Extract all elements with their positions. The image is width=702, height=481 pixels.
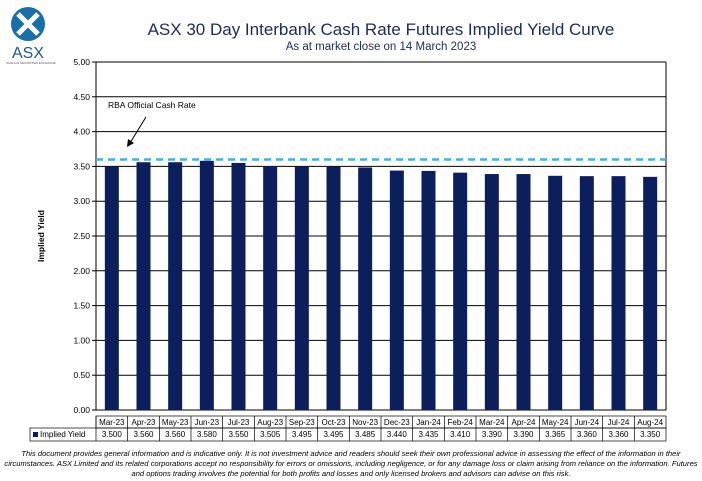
x-category-label: Apr-24 xyxy=(511,418,536,427)
data-label: 3.500 xyxy=(102,430,123,439)
x-category-label: Oct-23 xyxy=(321,418,346,427)
y-tick-label: 0.50 xyxy=(73,370,90,380)
data-label: 3.485 xyxy=(355,430,376,439)
data-label: 3.505 xyxy=(260,430,281,439)
bar xyxy=(453,172,468,410)
legend-swatch xyxy=(33,432,38,437)
bar xyxy=(136,162,151,410)
annotation-arrow xyxy=(129,116,147,144)
x-category-label: Jul-23 xyxy=(228,418,250,427)
data-label: 3.365 xyxy=(545,430,566,439)
chart-subtitle: As at market close on 14 March 2023 xyxy=(285,41,477,53)
data-label: 3.360 xyxy=(577,430,598,439)
arrow-head-icon xyxy=(127,139,134,147)
y-tick-label: 1.50 xyxy=(73,301,90,311)
data-label: 3.360 xyxy=(608,430,629,439)
table-value-row xyxy=(29,427,667,442)
data-label: 3.350 xyxy=(640,430,661,439)
x-category-label: Jun-24 xyxy=(575,418,600,427)
bar xyxy=(421,170,436,410)
y-tick-label: 3.50 xyxy=(73,161,90,171)
x-category-label: Jul-24 xyxy=(608,418,630,427)
bar xyxy=(484,174,499,410)
bar xyxy=(104,166,119,410)
x-category-label: Dec-23 xyxy=(384,418,410,427)
x-category-label: May-23 xyxy=(162,418,189,427)
x-category-label: Mar-23 xyxy=(99,418,125,427)
x-category-label: Apr-23 xyxy=(131,418,156,427)
asx-logo: ASX AUSTRALIAN SECURITIES EXCHANGE xyxy=(6,7,56,65)
legend-label: Implied Yield xyxy=(40,430,85,439)
y-tick-label: 0.00 xyxy=(73,405,90,415)
data-label: 3.560 xyxy=(133,430,154,439)
bar xyxy=(326,166,341,410)
bar xyxy=(294,166,309,410)
data-label: 3.580 xyxy=(197,430,218,439)
bar xyxy=(579,176,594,410)
chart: 0.00 0.50 1.00 1.50 2.00 2.50 3.00 3.50 4.00 4.50… xyxy=(29,57,667,442)
y-tick-label: 4.00 xyxy=(73,127,90,137)
bar xyxy=(611,176,626,410)
data-label: 3.435 xyxy=(418,430,439,439)
bar xyxy=(548,175,563,410)
x-category-label: Aug-24 xyxy=(637,418,663,427)
y-tick-label: 5.00 xyxy=(73,57,90,67)
y-tick-label: 4.50 xyxy=(73,92,90,102)
data-label: 3.440 xyxy=(387,430,408,439)
x-category-label: Aug-23 xyxy=(257,418,283,427)
svg-text:ASX: ASX xyxy=(12,45,44,62)
x-category-label: Jan-24 xyxy=(416,418,441,427)
y-tick-label: 2.50 xyxy=(73,231,90,241)
x-category-label: May-24 xyxy=(542,418,569,427)
y-tick-label: 3.00 xyxy=(73,196,90,206)
data-label: 3.390 xyxy=(513,430,534,439)
disclaimer: This document provides general informati… xyxy=(4,449,698,478)
bar xyxy=(389,170,404,410)
bar xyxy=(231,162,246,410)
x-category-label: Nov-23 xyxy=(352,418,378,427)
data-label: 3.495 xyxy=(323,430,344,439)
y-axis-label: Implied Yield xyxy=(36,210,46,262)
x-category-label: Sep-23 xyxy=(289,418,315,427)
bar xyxy=(643,176,658,410)
data-label: 3.560 xyxy=(165,430,186,439)
bar xyxy=(168,162,183,410)
bar xyxy=(516,174,531,410)
bar xyxy=(358,167,373,410)
chart-title: ASX 30 Day Interbank Cash Rate Futures I… xyxy=(147,20,615,39)
x-category-label: Feb-24 xyxy=(447,418,473,427)
bar xyxy=(199,160,214,410)
y-tick-label: 2.00 xyxy=(73,266,90,276)
svg-text:AUSTRALIAN SECURITIES EXCHANGE: AUSTRALIAN SECURITIES EXCHANGE xyxy=(6,61,56,65)
x-category-label: Jun-23 xyxy=(195,418,220,427)
data-label: 3.410 xyxy=(450,430,471,439)
data-label: 3.495 xyxy=(292,430,313,439)
y-tick-label: 1.00 xyxy=(73,335,90,345)
bar xyxy=(263,166,278,410)
rba-annotation: RBA Official Cash Rate xyxy=(108,100,196,110)
data-label: 3.390 xyxy=(482,430,503,439)
data-label: 3.550 xyxy=(228,430,249,439)
x-category-label: Mar-24 xyxy=(479,418,505,427)
